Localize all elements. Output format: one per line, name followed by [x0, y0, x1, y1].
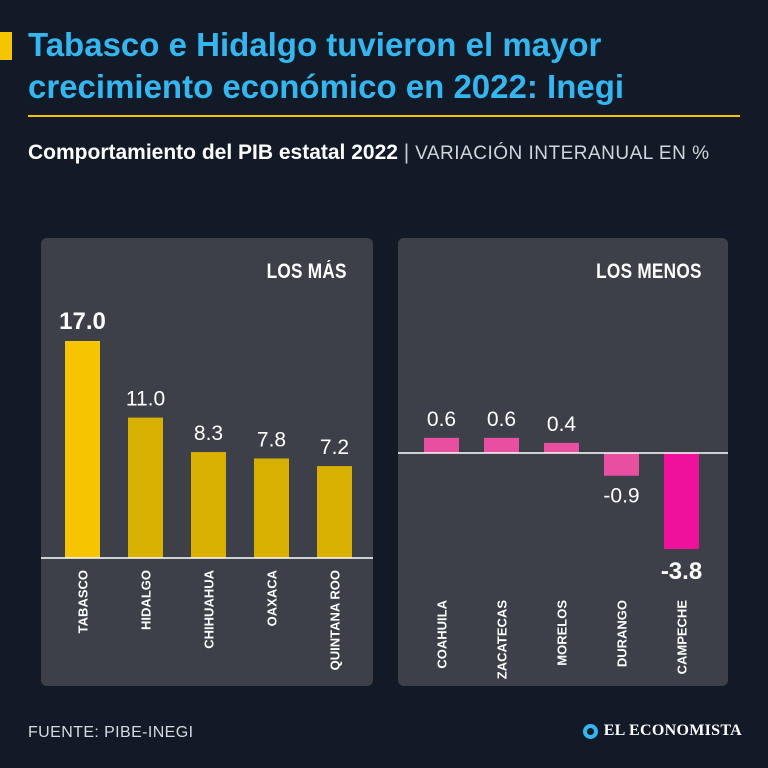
- panel-title-los-mas: LOS MÁS: [266, 260, 347, 283]
- value-label: 0.6: [427, 408, 456, 431]
- category-label: MORELOS: [555, 600, 570, 666]
- chart-bottom-growth: 0.6 COAHUILA 0.6 ZACATECAS 0.4 MORELOS -0.9 DUR…: [398, 408, 728, 680]
- panel-title-los-menos: LOS MENOS: [596, 260, 702, 283]
- category-label: CAMPECHE: [675, 600, 690, 675]
- bar-campeche: [664, 453, 699, 549]
- category-label: TABASCO: [76, 570, 91, 633]
- value-label: 11.0: [126, 388, 165, 411]
- chart-top-growth: 17.0 TABASCO 11.0 HIDALGO 8.3 CHIHUAHUA 7.8 OAX…: [41, 308, 373, 670]
- category-label: HIDALGO: [139, 570, 154, 630]
- bar-durango: [604, 453, 639, 476]
- value-label: 7.8: [257, 428, 286, 451]
- value-label: 17.0: [59, 308, 106, 335]
- bar-hidalgo: [128, 417, 163, 558]
- value-label: -3.8: [661, 558, 702, 585]
- headline-accent-bar: [0, 32, 12, 60]
- bar-tabasco: [65, 341, 100, 558]
- headline-rule: [28, 115, 740, 117]
- subtitle-main: Comportamiento del PIB estatal 2022: [28, 141, 398, 164]
- subtitle-units: VARIACIÓN INTERANUAL EN %: [415, 143, 710, 164]
- value-label: 8.3: [194, 422, 223, 445]
- category-label: QUINTANA ROO: [328, 570, 343, 670]
- bar-chihuahua: [191, 452, 226, 558]
- bar-coahuila: [424, 437, 459, 453]
- category-label: CHIHUAHUA: [202, 569, 217, 648]
- value-label: -0.9: [603, 485, 639, 508]
- panel-los-menos: 0.6 COAHUILA 0.6 ZACATECAS 0.4 MORELOS -0.9 DUR…: [398, 238, 728, 686]
- bar-quintana-roo: [317, 466, 352, 558]
- bar-zacatecas: [484, 437, 519, 453]
- brand-logo: EL ECONOMISTA: [582, 722, 742, 740]
- category-label: ZACATECAS: [495, 600, 510, 680]
- chart-subtitle: Comportamiento del PIB estatal 2022 | VA…: [28, 138, 728, 169]
- bar-oaxaca: [254, 458, 289, 558]
- source-note: FUENTE: PIBE-INEGI: [28, 724, 194, 741]
- logo-text: EL ECONOMISTA: [603, 722, 742, 739]
- value-label: 7.2: [320, 436, 349, 459]
- value-label: 0.4: [547, 413, 577, 436]
- panel-los-mas: 17.0 TABASCO 11.0 HIDALGO 8.3 CHIHUAHUA 7.8 OAX…: [41, 238, 373, 686]
- subtitle-separator: |: [403, 141, 410, 164]
- logo-icon: [582, 723, 598, 739]
- category-label: DURANGO: [615, 600, 630, 667]
- category-label: OAXACA: [265, 569, 280, 626]
- category-label: COAHUILA: [435, 599, 450, 668]
- headline: Tabasco e Hidalgo tuvieron el mayor crec…: [28, 26, 625, 105]
- bar-morelos: [544, 442, 579, 453]
- value-label: 0.6: [487, 408, 516, 431]
